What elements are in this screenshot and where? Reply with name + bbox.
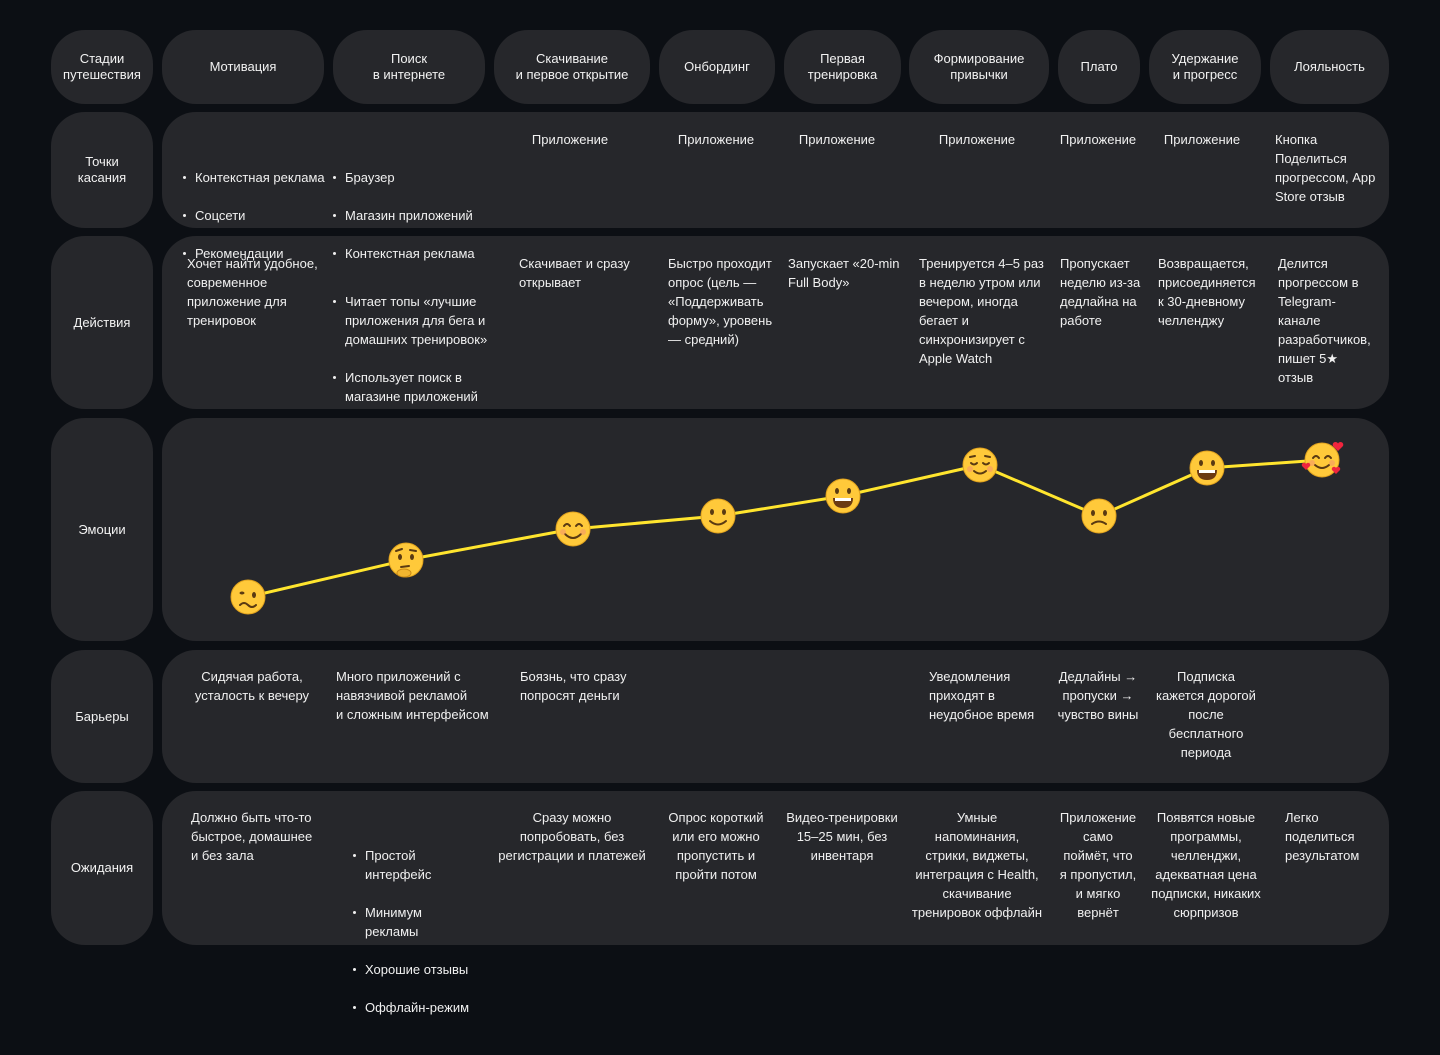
emotion-face-thinking [388, 542, 424, 578]
actions-panel [162, 236, 1389, 409]
list-item: Рекомендации [181, 244, 331, 263]
stage-header-retention: Удержание и прогресс [1149, 30, 1261, 104]
barriers-motivation: Сидячая работа, усталость к вечеру [194, 669, 310, 703]
barriers-search: Много приложений с навязчивой рекламой и… [336, 669, 489, 722]
stage-header-onboarding: Онбординг [659, 30, 775, 104]
barriers-panel [162, 650, 1389, 783]
expectations-habit: Умные напоминания, стрики, виджеты, инте… [911, 810, 1043, 920]
touchpoints-retention: Приложение [1163, 132, 1241, 147]
emotion-face-slight-smile [700, 498, 736, 534]
stage-header-motivation: Мотивация [162, 30, 324, 104]
actions-retention: Возвращается, присоединяется к 30-дневно… [1158, 256, 1256, 328]
stage-header-habit: Формирование привычки [909, 30, 1049, 104]
barriers-retention: Подписка кажется дорогой после бесплатно… [1156, 669, 1256, 760]
emotion-curve [230, 441, 1344, 615]
expectations-onboarding: Опрос короткий или его можно пропустить … [668, 810, 764, 882]
actions-loyalty: Делится прогрессом в Telegram- канале ра… [1278, 256, 1371, 385]
touchpoints-search: Браузер Магазин приложений Контекстная р… [331, 130, 491, 301]
expectations-search: Простой интерфейс Минимум рекламы Хороши… [351, 808, 481, 1055]
list-item: Простой интерфейс [351, 846, 481, 884]
stage-header-first-workout: Первая тренировка [784, 30, 901, 104]
stage-header-download: Скачивание и первое открытие [494, 30, 650, 104]
stage-header-plateau: Плато [1058, 30, 1140, 104]
actions-first-workout: Запускает «20-min Full Body» [788, 256, 900, 290]
touchpoints-habit: Приложение [938, 132, 1016, 147]
emotion-face-smiling-with-hearts [1301, 441, 1344, 478]
actions-download: Скачивает и сразу открывает [519, 256, 630, 290]
stage-header-loyalty: Лояльность [1270, 30, 1389, 104]
expectations-panel [162, 791, 1389, 945]
expectations-plateau: Приложение само поймёт, что я пропустил,… [1059, 810, 1137, 920]
row-label-emotions: Эмоции [51, 418, 153, 641]
stage-header-search: Поиск в интернете [333, 30, 485, 104]
touchpoints-panel [162, 112, 1389, 228]
barriers-plateau: Дедлайны → пропуски → чувство вины [1057, 669, 1139, 722]
list-item: Магазин приложений [331, 206, 491, 225]
list-item: Читает топы «лучшие приложения для бега … [331, 292, 496, 349]
row-label-barriers: Барьеры [51, 650, 153, 783]
barriers-habit: Уведомления приходят в неудобное время [929, 669, 1035, 722]
actions-plateau: Пропускает неделю из-за дедлайна на рабо… [1060, 256, 1141, 328]
emotion-face-grinning [1189, 450, 1225, 486]
list-item: Оффлайн-режим [351, 998, 481, 1017]
actions-onboarding: Быстро проходит опрос (цель — «Поддержив… [668, 256, 773, 347]
touchpoints-download: Приложение [531, 132, 609, 147]
list-item: Браузер [331, 168, 491, 187]
emotion-face-relieved [962, 447, 998, 483]
emotion-face-smiling [555, 511, 591, 547]
row-label-actions: Действия [51, 236, 153, 409]
list-item: Контекстная реклама [181, 168, 331, 187]
list-item: Использует поиск в магазине приложений [331, 368, 496, 406]
row-label-expectations: Ожидания [51, 791, 153, 945]
actions-habit: Тренируется 4–5 раз в неделю утром или в… [919, 256, 1044, 366]
actions-motivation: Хочет найти удобное, современное приложе… [187, 256, 318, 328]
emotion-face-woozy [230, 579, 266, 615]
touchpoints-motivation: Контекстная реклама Соцсети Рекомендации [181, 130, 331, 301]
list-item: Минимум рекламы [351, 903, 481, 941]
expectations-download: Сразу можно попробовать, без регистрации… [498, 810, 646, 863]
emotion-face-confused [1081, 498, 1117, 534]
touchpoints-loyalty: Кнопка Поделиться прогрессом, App Store … [1275, 132, 1376, 204]
list-item: Контекстная реклама [331, 244, 491, 263]
row-label-touchpoints: Точки касания [51, 112, 153, 228]
row-label-stages: Стадии путешествия [51, 30, 153, 104]
list-item: Соцсети [181, 206, 331, 225]
touchpoints-plateau: Приложение [1059, 132, 1137, 147]
actions-search: Читает топы «лучшие приложения для бега … [331, 254, 496, 444]
expectations-retention: Появятся новые программы, челленджи, аде… [1151, 810, 1261, 920]
touchpoints-first-workout: Приложение [798, 132, 876, 147]
barriers-download: Боязнь, что сразу попросят деньги [520, 669, 627, 703]
touchpoints-onboarding: Приложение [677, 132, 755, 147]
expectations-motivation: Должно быть что-то быстрое, домашнее и б… [191, 810, 313, 863]
emotion-face-grinning [825, 478, 861, 514]
list-item: Хорошие отзывы [351, 960, 481, 979]
emotions-panel [162, 418, 1389, 641]
expectations-loyalty: Легко поделиться результатом [1285, 810, 1360, 863]
expectations-first-workout: Видео-тренировки 15–25 мин, без инвентар… [786, 810, 898, 863]
